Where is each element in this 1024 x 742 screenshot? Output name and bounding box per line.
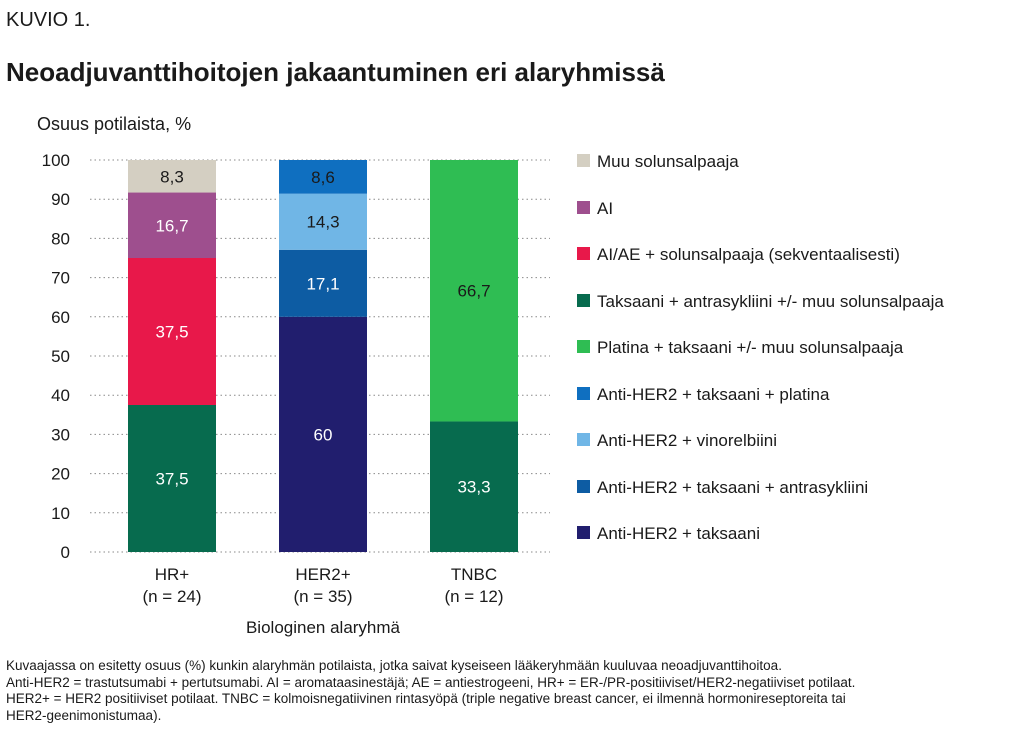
- y-tick-label: 70: [51, 269, 70, 288]
- legend-label: Anti-HER2 + vinorelbiini: [597, 431, 777, 450]
- legend-label: Platina + taksaani +/- muu solunsalpaaja: [597, 338, 904, 357]
- legend-swatch: [577, 293, 590, 307]
- data-label: 8,3: [160, 167, 184, 186]
- x-tick-label: TNBC: [451, 565, 497, 584]
- data-label: 37,5: [155, 470, 188, 489]
- legend-swatch: [577, 340, 590, 353]
- footnote-line: Kuvaajassa on esitetty osuus (%) kunkin …: [6, 658, 782, 673]
- legend-swatch: [577, 200, 590, 214]
- data-label: 16,7: [155, 216, 188, 235]
- y-tick-label: 50: [51, 347, 70, 366]
- bar-segment: [128, 192, 216, 258]
- legend-label: AI/AE + solunsalpaaja (sekventaalisesti): [597, 245, 900, 264]
- legend-swatch: [577, 433, 590, 446]
- data-label: 17,1: [306, 274, 339, 293]
- legend-swatch: [577, 154, 590, 167]
- x-tick-sublabel: (n = 12): [444, 587, 503, 606]
- bar-segment: [279, 193, 367, 250]
- y-tick-label: 40: [51, 386, 70, 405]
- data-label: 8,6: [311, 168, 335, 187]
- data-label: 33,3: [457, 478, 490, 497]
- legend-swatch: [577, 247, 590, 260]
- bar-segment: [279, 316, 367, 552]
- x-tick-sublabel: (n = 35): [293, 587, 352, 606]
- x-axis-label: Biologinen alaryhmä: [246, 618, 401, 637]
- legend-swatch: [577, 386, 590, 400]
- bar-segment: [128, 405, 216, 552]
- bar-segment: [128, 160, 216, 193]
- bar-segment: [430, 421, 518, 552]
- legend-label: Anti-HER2 + taksaani: [597, 524, 760, 543]
- y-tick-label: 0: [61, 543, 70, 562]
- data-label: 14,3: [306, 213, 339, 232]
- data-label: 60: [314, 425, 333, 444]
- x-tick-label: HR+: [155, 565, 190, 584]
- y-tick-label: 90: [51, 190, 70, 209]
- y-tick-label: 20: [51, 465, 70, 484]
- data-label: 37,5: [155, 323, 188, 342]
- y-tick-label: 80: [51, 229, 70, 248]
- x-tick-sublabel: (n = 24): [142, 587, 201, 606]
- legend-swatch: [577, 526, 590, 539]
- legend-label: AI: [597, 198, 614, 218]
- footnote-line: HER2+ = HER2 positiiviset potilaat. TNBC…: [6, 691, 846, 706]
- legend-label: Muu solunsalpaaja: [597, 152, 739, 171]
- figure-label: KUVIO 1.: [6, 9, 91, 31]
- y-axis-label: Osuus potilaista, %: [37, 114, 192, 134]
- footnote: Kuvaajassa on esitetty osuus (%) kunkin …: [6, 658, 1006, 724]
- data-label: 66,7: [457, 282, 490, 301]
- y-tick-label: 60: [51, 308, 70, 327]
- legend-label: Taksaani + antrasykliini +/- muu solunsa…: [597, 291, 944, 311]
- bar-segment: [430, 160, 518, 422]
- y-tick-label: 30: [51, 425, 70, 444]
- chart-title: Neoadjuvanttihoitojen jakaantuminen eri …: [6, 57, 665, 87]
- legend-swatch: [577, 479, 590, 493]
- bar-segment: [279, 249, 367, 317]
- x-tick-label: HER2+: [295, 565, 350, 584]
- stacked-bar-chart: 0 10 20 30 40 50 60 70 80 90 100 37,5 37,5 16,7 8,3 HR+…: [42, 151, 550, 637]
- legend-label: Anti-HER2 + taksaani + antrasykliini: [597, 477, 869, 497]
- y-tick-label: 10: [51, 504, 70, 523]
- footnote-line: Anti-HER2 = trastutsumabi + pertutsumabi…: [6, 674, 856, 690]
- bar-segment: [279, 160, 367, 194]
- y-tick-label: 100: [42, 151, 70, 170]
- footnote-line: HER2-geenimonistumaa).: [6, 707, 162, 723]
- legend-label: Anti-HER2 + taksaani + platina: [597, 384, 830, 404]
- bar-segment: [128, 258, 216, 405]
